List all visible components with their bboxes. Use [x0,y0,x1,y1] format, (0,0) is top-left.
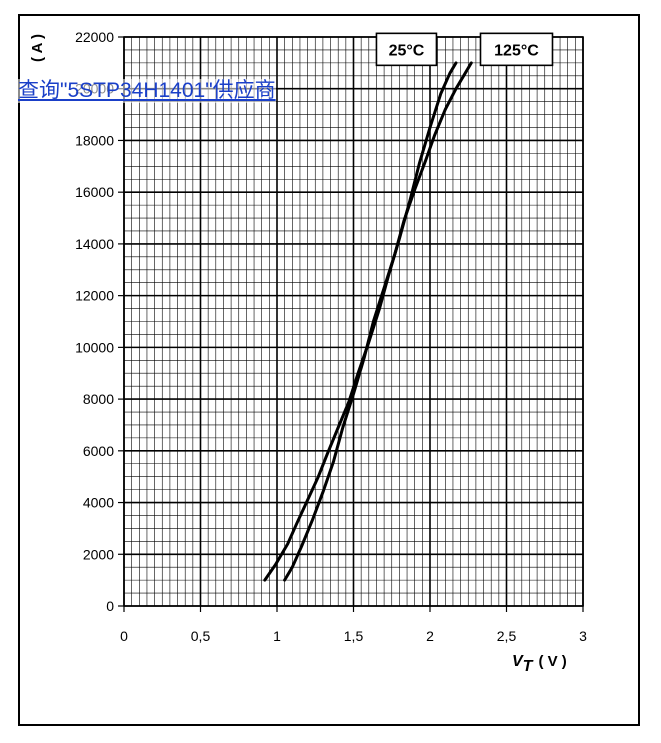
y-tick-label: 2000 [83,546,114,562]
y-tick-label: 0 [106,598,114,614]
axes [118,36,584,612]
y-tick-label: 18000 [75,132,114,148]
chart-frame [18,14,640,726]
curve-label-box [375,32,438,67]
x-tick-label: 2,5 [497,628,517,644]
curve-label-125c: 125°C [494,42,539,59]
curve-label-box [479,32,554,67]
x-tick-labels: 0 0,5 1 1,5 2 2,5 3 [120,628,587,644]
y-tick-label: 4000 [83,495,114,511]
curve-label-25c: 25°C [389,42,425,59]
y-tick-label: 6000 [83,443,114,459]
x-tick-label: 0,5 [191,628,211,644]
y-tick-label: 16000 [75,184,114,200]
x-axis-label: VT( V ) [512,653,567,675]
x-tick-label: 3 [579,628,587,644]
x-tick-label: 2 [426,628,434,644]
x-tick-label: 1 [273,628,281,644]
series-line-125c [283,61,473,582]
y-tick-label: 14000 [75,236,114,252]
x-axis-label-main: V [512,653,524,670]
y-tick-label: 22000 [75,29,114,45]
supplier-query-link[interactable]: 查询"5STP34H1401"供应商 [18,79,276,103]
y-axis-label: ( A ) [29,34,46,62]
y-tick-label: 10000 [75,339,114,355]
y-tick-label: 12000 [75,288,114,304]
y-tick-labels: 0 2000 4000 6000 8000 10000 12000 14000 16000 180… [75,29,114,614]
curve-labels: 25°C 125°C [375,32,554,67]
x-axis-label-unit: ( V ) [538,653,566,670]
y-tick-label: 8000 [83,391,114,407]
x-axis-label-sub: T [523,658,534,675]
x-tick-label: 1,5 [344,628,364,644]
x-tick-label: 0 [120,628,128,644]
series-lines [263,61,473,582]
